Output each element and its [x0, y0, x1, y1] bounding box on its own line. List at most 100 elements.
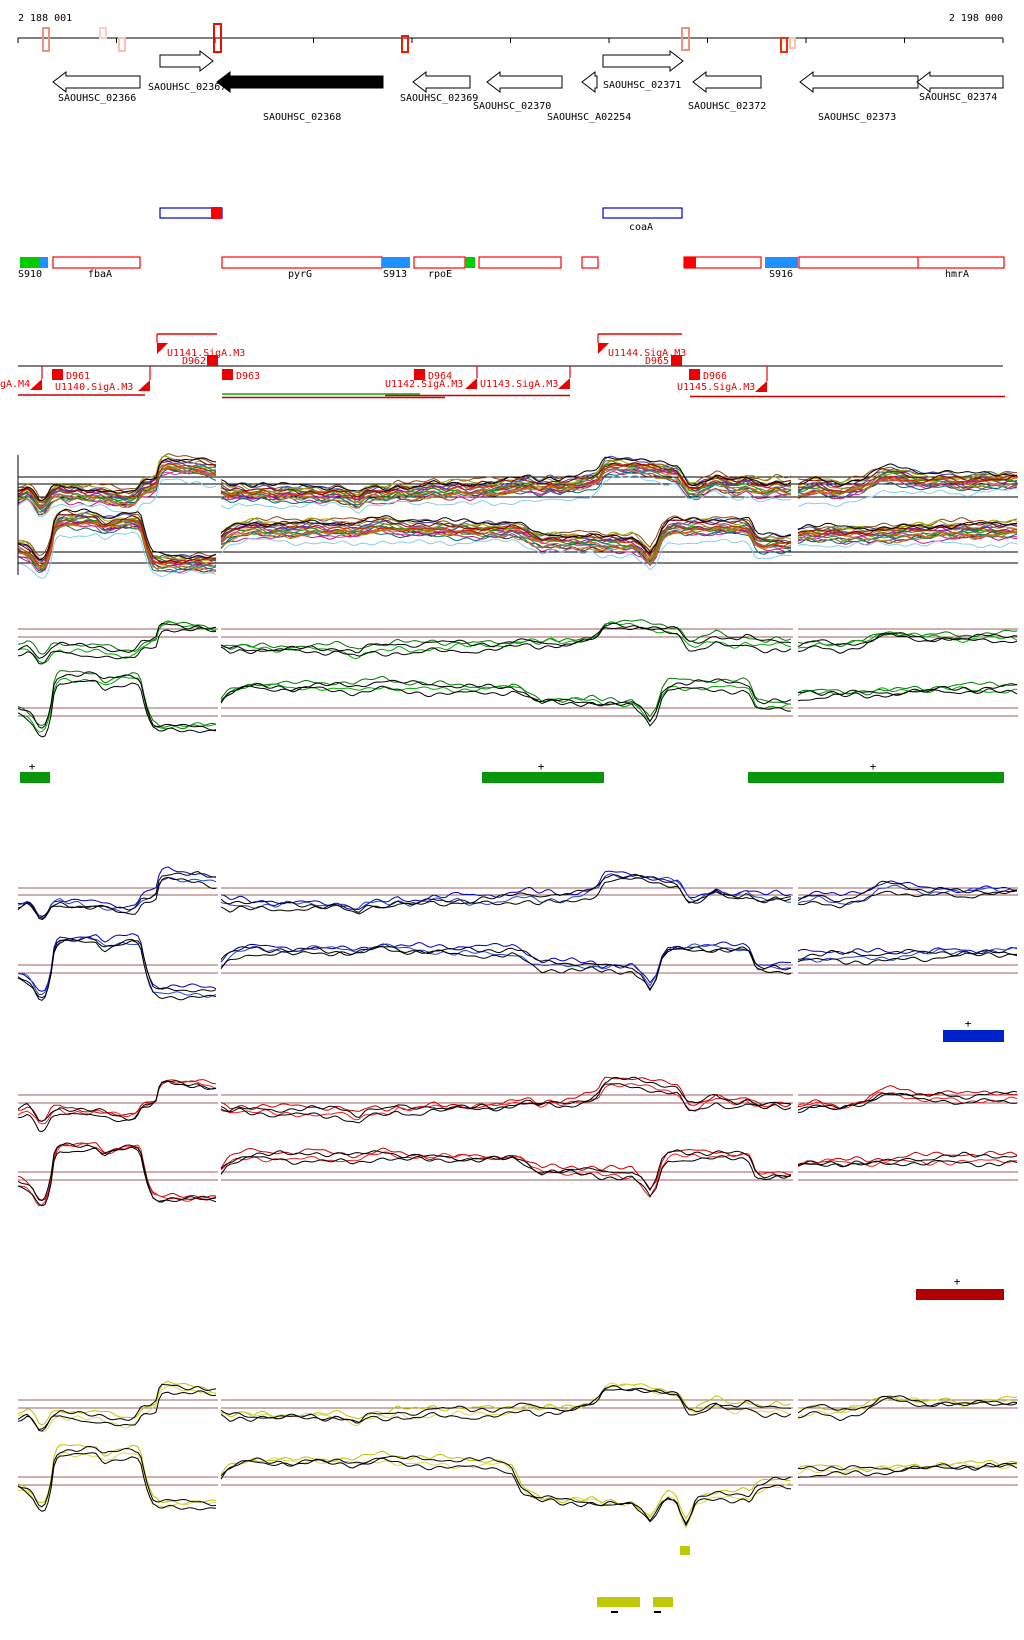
ruler-variant-marker[interactable] [118, 37, 126, 52]
promoter-label: U1141.SigA.M3 [167, 348, 245, 359]
plus-strand-marker: + [954, 1275, 961, 1288]
signal-line-yellow [17, 1445, 217, 1508]
signal-line-all-conditions [220, 465, 792, 501]
signal-line-yellow [797, 1395, 1018, 1414]
gene-arrow[interactable] [486, 70, 563, 94]
d-marker-square[interactable] [414, 369, 425, 380]
yellow-feature-square[interactable] [680, 1546, 690, 1555]
transcript-cap [211, 207, 222, 219]
signal-line-green [17, 627, 217, 665]
ruler-variant-marker[interactable] [42, 27, 50, 52]
transcript-segment[interactable] [765, 257, 798, 268]
promoter-flag-icon[interactable] [558, 378, 570, 389]
gene-arrow[interactable] [581, 70, 598, 94]
signal-line-blue [17, 866, 217, 919]
signal-line-blue [797, 880, 1017, 899]
signal-line-yellow [17, 1380, 217, 1426]
signal-line-all-conditions [220, 537, 792, 571]
signal-line-green [220, 675, 792, 718]
gene-arrow[interactable] [52, 70, 141, 94]
signal-line-blue [17, 936, 217, 1001]
transcript-box[interactable] [581, 256, 599, 269]
gene-label: SAOUHSC_02368 [263, 112, 341, 123]
promoter-label: U1144.SigA.M3 [608, 348, 686, 359]
green-feature-bar[interactable] [748, 772, 1004, 783]
signal-line-all-conditions [17, 458, 217, 502]
signal-line-blue [220, 945, 792, 992]
ruler-variant-marker[interactable] [780, 37, 788, 53]
promoter-flag-icon[interactable] [465, 378, 477, 389]
signal-line-all-conditions [220, 456, 792, 492]
d-marker-square[interactable] [207, 355, 218, 366]
green-feature-bar[interactable] [20, 772, 50, 783]
promoter-flag-icon[interactable] [598, 343, 609, 354]
transcript-cap [684, 257, 696, 268]
gene-label: SAOUHSC_02369 [400, 93, 478, 104]
promoter-flag-icon[interactable] [30, 379, 42, 390]
signal-line-all-conditions [220, 462, 791, 498]
transcript-box[interactable] [602, 207, 683, 219]
gene-label: SAOUHSC_02370 [473, 101, 551, 112]
ruler-variant-marker[interactable] [99, 27, 107, 39]
transcript-box[interactable] [478, 256, 562, 269]
signal-line-red [797, 1092, 1018, 1113]
signal-line-all-conditions [797, 463, 1018, 486]
promoter-flag-icon[interactable] [157, 343, 168, 354]
yellow-feature-bar[interactable] [653, 1597, 673, 1607]
ruler-variant-marker[interactable] [681, 27, 690, 51]
signal-line-all-conditions [220, 466, 792, 509]
green-feature-bar[interactable] [482, 772, 604, 783]
transcript-box[interactable] [798, 256, 1005, 269]
signal-line-all-conditions [17, 465, 216, 507]
red-feature-bar[interactable] [916, 1289, 1004, 1300]
signal-line-yellow [17, 1390, 217, 1432]
ruler-variant-marker[interactable] [401, 35, 409, 53]
signal-line-all-conditions [220, 515, 792, 555]
signal-line-blue [220, 877, 792, 915]
d-marker-square[interactable] [222, 369, 233, 380]
blue-feature-bar[interactable] [943, 1030, 1004, 1042]
promoter-flag-icon[interactable] [755, 381, 767, 392]
gene-arrow[interactable] [799, 70, 919, 94]
d-marker-square[interactable] [689, 369, 700, 380]
gene-arrow[interactable] [916, 70, 1004, 94]
signal-line-green [220, 678, 792, 723]
ruler-start-label: 2 188 001 [18, 13, 72, 24]
d-marker-square[interactable] [671, 355, 682, 366]
signal-line-all-conditions [797, 478, 1018, 497]
signal-line-all-conditions [220, 519, 792, 556]
transcript-segment[interactable] [382, 257, 410, 268]
signal-line-all-conditions [220, 526, 792, 565]
promoter-label: U1145.SigA.M3 [677, 382, 755, 393]
ruler-variant-marker[interactable] [213, 23, 222, 53]
gene-arrow[interactable] [216, 70, 384, 94]
promoter-flag-icon[interactable] [138, 380, 150, 391]
signal-line-red [220, 1155, 792, 1197]
signal-line-red [797, 1151, 1018, 1168]
transcript-box[interactable] [221, 256, 383, 269]
gene-arrow[interactable] [412, 70, 471, 94]
transcript-segment[interactable] [20, 257, 39, 268]
signal-line-blue [220, 873, 791, 910]
ruler-variant-marker[interactable] [789, 37, 796, 49]
signal-line-yellow [797, 1462, 1018, 1478]
signal-line-all-conditions [17, 466, 217, 514]
transcript-box[interactable] [52, 256, 141, 269]
ruler-end-label: 2 198 000 [949, 13, 1003, 24]
yellow-feature-bar[interactable] [597, 1597, 640, 1607]
signal-line-all-conditions [17, 467, 217, 508]
signal-line-all-conditions [17, 478, 217, 518]
gene-arrow[interactable] [159, 49, 214, 73]
gene-arrow[interactable] [602, 49, 684, 73]
signal-line-all-conditions [220, 526, 792, 561]
transcript-segment[interactable] [465, 257, 475, 268]
signal-line-green [797, 681, 1018, 696]
signal-line-all-conditions [220, 522, 792, 557]
transcript-box[interactable] [413, 256, 466, 269]
d-marker-square[interactable] [52, 369, 63, 380]
transcript-segment[interactable] [39, 257, 48, 268]
signal-line-green [17, 621, 217, 664]
signal-line-red [797, 1091, 1018, 1110]
gene-arrow[interactable] [692, 70, 762, 94]
